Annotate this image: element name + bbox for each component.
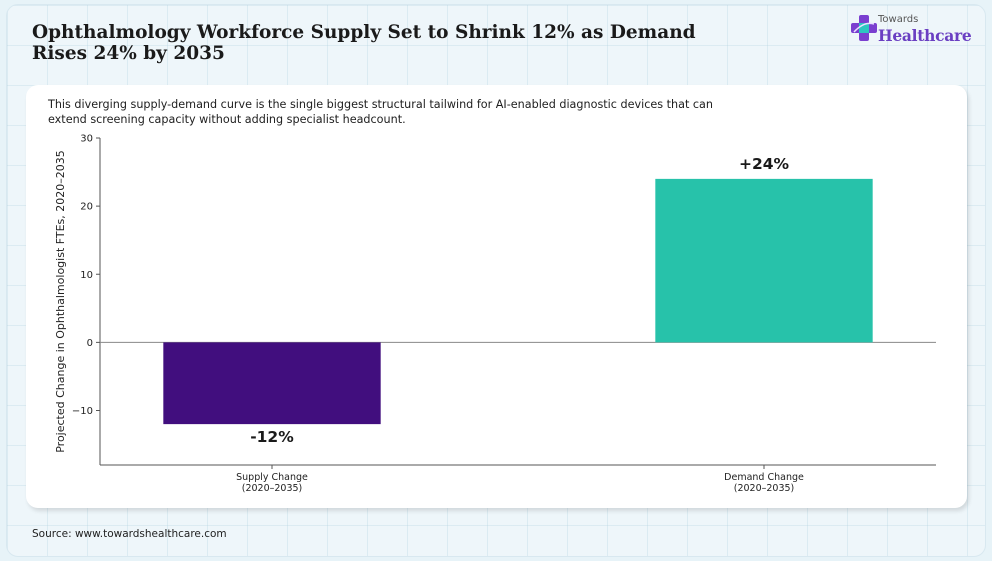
bar-supply: [163, 342, 381, 425]
x-tick-label: Supply Change (2020–2035): [236, 472, 308, 494]
page-title: Ophthalmology Workforce Supply Set to Sh…: [32, 22, 696, 64]
y-axis-label: Projected Change in Ophthalmologist FTEs…: [54, 150, 67, 453]
y-tick-label: 0: [87, 338, 93, 349]
data-label: +24%: [739, 155, 790, 173]
y-tick-label: 20: [80, 202, 93, 213]
x-tick-label: Demand Change (2020–2035): [724, 472, 804, 494]
brand-logo[interactable]: Towards Healthcare: [851, 14, 972, 46]
bar-demand: [655, 178, 873, 343]
y-tick-label: 10: [80, 270, 93, 281]
y-tick-label: −10: [72, 406, 93, 417]
source-note: Source: www.towardshealthcare.com: [32, 528, 227, 540]
data-label: -12%: [250, 428, 294, 446]
logo-text-towards: Towards: [878, 14, 919, 25]
y-tick-label: 30: [80, 134, 93, 145]
logo-text-healthcare: Healthcare: [878, 26, 972, 45]
medical-cross-icon: [851, 15, 877, 41]
chart-subtitle: This diverging supply-demand curve is th…: [48, 98, 713, 126]
